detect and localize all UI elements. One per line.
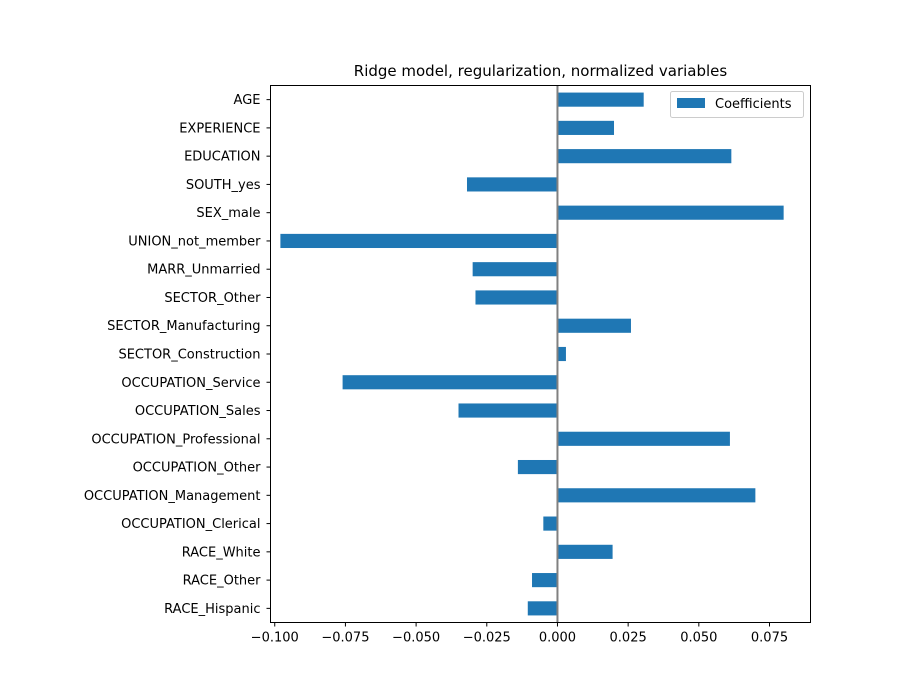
y-tick-label: SECTOR_Other [164, 291, 261, 306]
bar-occupation-service [342, 375, 558, 390]
bar-union-not-member [280, 233, 558, 249]
y-tick-label: OCCUPATION_Professional [91, 432, 260, 447]
chart-title: Ridge model, regularization, normalized … [354, 62, 728, 80]
y-tick-label: EXPERIENCE [179, 121, 260, 136]
y-tick-label: OCCUPATION_Clerical [121, 517, 260, 532]
y-tick-label: SOUTH_yes [186, 178, 261, 193]
y-tick-label: OCCUPATION_Other [133, 461, 262, 476]
x-tick-label: −0.100 [251, 631, 299, 646]
bar-occupation-professional [557, 431, 730, 446]
bar-occupation-clerical [543, 516, 558, 531]
bar-education [557, 149, 732, 164]
bar-sex-male [557, 205, 784, 220]
bar-race-hispanic [527, 601, 558, 616]
y-tick-label: MARR_Unmarried [147, 263, 260, 278]
x-tick-label: 0.075 [751, 631, 788, 646]
x-tick-label: −0.050 [392, 631, 440, 646]
y-tick-label: OCCUPATION_Service [121, 376, 260, 391]
x-tick-label: 0.025 [610, 631, 647, 646]
bar-south-yes [466, 177, 558, 192]
bar-experience [557, 120, 615, 135]
bar-sector-other [475, 290, 558, 305]
plot-frame [270, 85, 811, 623]
bar-occupation-other [517, 459, 558, 475]
y-tick-label: AGE [234, 93, 261, 108]
y-axis-ticks: AGE EXPERIENCE EDUCATION SOUTH_yes SEX_male U… [84, 93, 271, 617]
y-tick-label: SECTOR_Manufacturing [107, 319, 260, 334]
y-tick-label: SECTOR_Construction [118, 348, 260, 363]
y-tick-label: RACE_Hispanic [164, 602, 260, 617]
y-tick-label: EDUCATION [184, 150, 260, 165]
bars-layer [280, 92, 784, 616]
y-tick-label: UNION_not_member [128, 234, 261, 249]
y-tick-label: OCCUPATION_Management [84, 489, 261, 504]
bar-sector-manufacturing [557, 318, 631, 333]
bar-race-other [532, 573, 558, 588]
bar-race-white [557, 544, 613, 559]
bar-sector-construction [557, 346, 566, 362]
x-axis-ticks: −0.100 −0.075 −0.050 −0.025 0.000 0.025 0.050 0… [251, 622, 788, 646]
legend-label: Coefficients [715, 97, 792, 112]
y-tick-label: SEX_male [196, 206, 260, 221]
bar-age [557, 92, 644, 107]
bar-marr-unmarried [472, 262, 558, 277]
x-tick-label: 0.000 [539, 631, 576, 646]
x-tick-label: −0.075 [321, 631, 369, 646]
bar-occupation-management [557, 488, 756, 503]
y-tick-label: RACE_White [182, 545, 261, 560]
y-tick-label: RACE_Other [183, 574, 262, 589]
legend-swatch [677, 98, 705, 108]
y-tick-label: OCCUPATION_Sales [135, 404, 261, 419]
x-tick-label: 0.050 [680, 631, 717, 646]
bar-occupation-sales [458, 403, 558, 418]
legend: Coefficients [670, 91, 804, 118]
x-tick-label: −0.025 [463, 631, 511, 646]
